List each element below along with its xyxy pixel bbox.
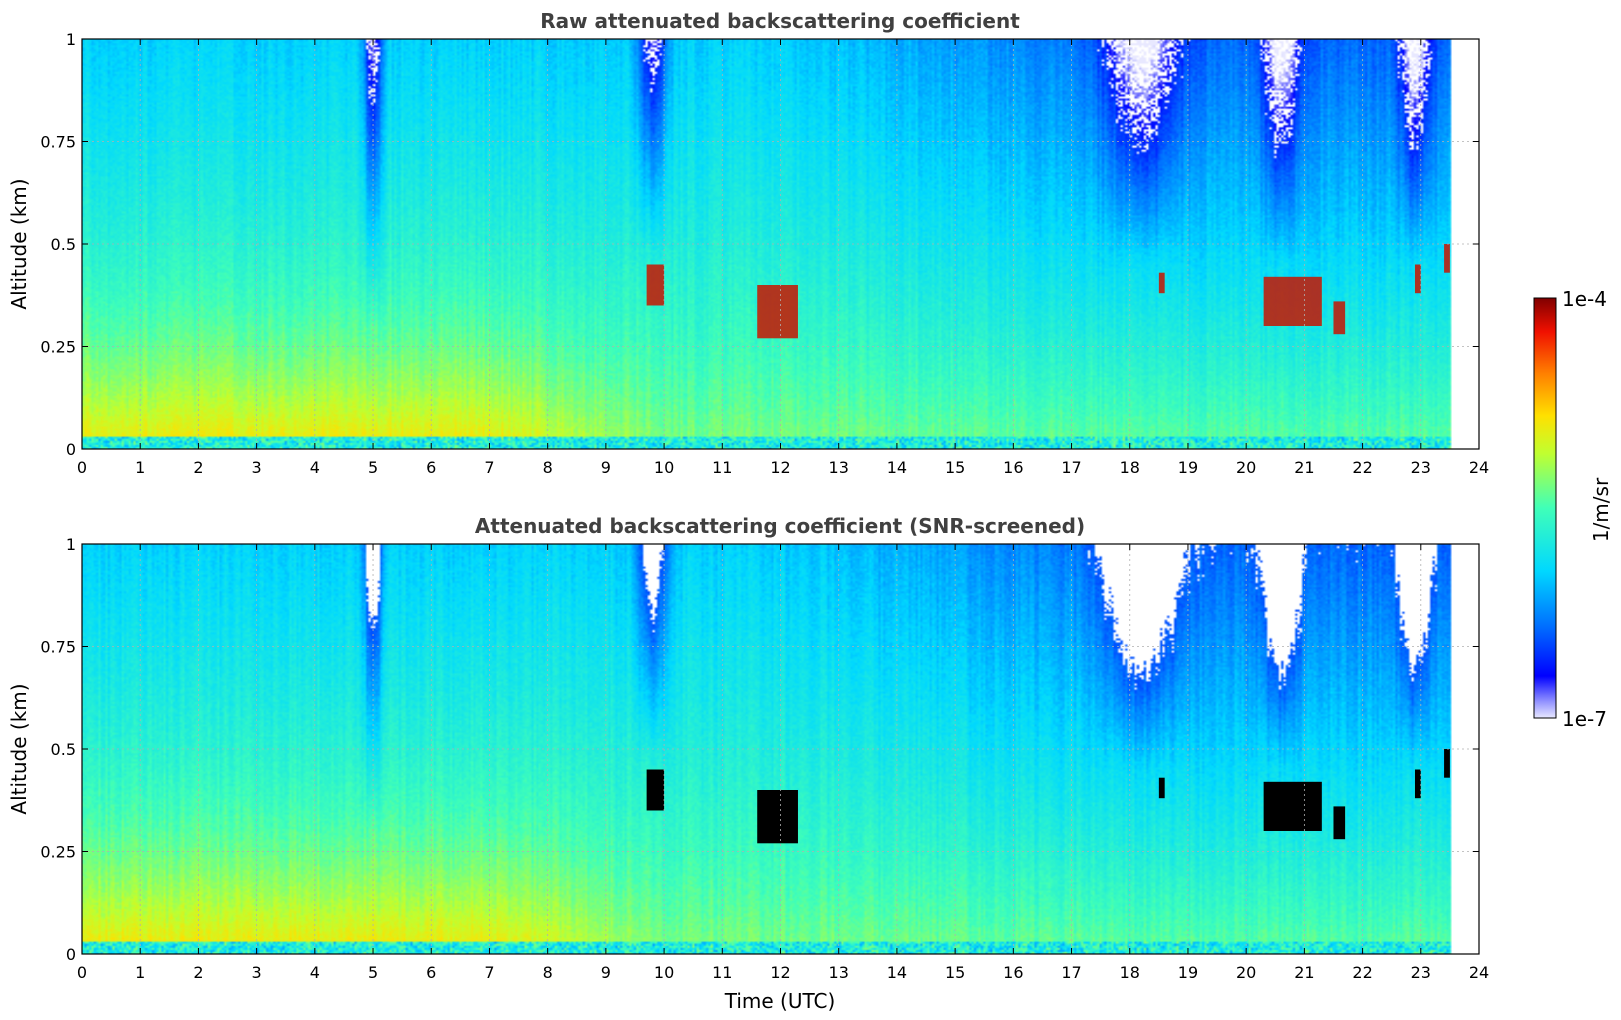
x-tick-label: 20 xyxy=(1236,963,1256,982)
panel-title-screened: Attenuated backscattering coefficient (S… xyxy=(475,514,1085,538)
x-tick-label: 11 xyxy=(712,458,732,477)
x-tick-label: 1 xyxy=(135,963,145,982)
cloud-feature xyxy=(1158,272,1165,294)
grid-raw xyxy=(82,39,1479,449)
x-tick-label: 23 xyxy=(1411,458,1431,477)
x-tick-label: 20 xyxy=(1236,458,1256,477)
y-tick-label: 0.25 xyxy=(40,843,76,862)
y-tick-label: 0 xyxy=(66,440,76,459)
cloud-feature xyxy=(1263,276,1322,326)
cloud-features-raw xyxy=(646,244,1450,339)
cloud-feature xyxy=(646,769,665,811)
x-tick-label: 0 xyxy=(77,458,87,477)
y-tick-label: 0.75 xyxy=(40,638,76,657)
cloud-feature xyxy=(1444,244,1450,273)
x-tick-label: 9 xyxy=(601,963,611,982)
cloud-feature xyxy=(1333,806,1346,840)
x-tick-label: 6 xyxy=(426,963,436,982)
y-axis-label-screened: Altitude (km) xyxy=(7,683,31,814)
x-tick-label: 19 xyxy=(1178,963,1198,982)
x-tick-label: 2 xyxy=(193,458,203,477)
x-tick-label: 8 xyxy=(543,458,553,477)
x-tick-label: 16 xyxy=(1003,458,1023,477)
x-tick-label: 7 xyxy=(484,963,494,982)
panel-title-raw: Raw attenuated backscattering coefficien… xyxy=(540,9,1020,33)
x-tick-label: 15 xyxy=(945,963,965,982)
x-tick-label: 23 xyxy=(1411,963,1431,982)
y-tick-label: 0 xyxy=(66,945,76,964)
cloud-feature xyxy=(757,790,798,844)
x-tick-label: 4 xyxy=(310,458,320,477)
x-tick-label: 19 xyxy=(1178,458,1198,477)
cloud-feature xyxy=(1263,781,1322,831)
x-tick-label: 10 xyxy=(654,458,674,477)
x-tick-label: 16 xyxy=(1003,963,1023,982)
x-tick-label: 11 xyxy=(712,963,732,982)
x-tick-label: 24 xyxy=(1469,458,1489,477)
cloud-features-screened xyxy=(646,749,1450,844)
x-tick-label: 12 xyxy=(770,458,790,477)
y-tick-label: 0.25 xyxy=(40,338,76,357)
x-tick-label: 9 xyxy=(601,458,611,477)
x-tick-label: 22 xyxy=(1352,458,1372,477)
x-tick-label: 5 xyxy=(368,458,378,477)
colorbar-min-label: 1e-7 xyxy=(1562,707,1607,731)
x-tick-label: 7 xyxy=(484,458,494,477)
x-tick-label: 18 xyxy=(1120,458,1140,477)
x-tick-label: 17 xyxy=(1061,458,1081,477)
colorbar-max-label: 1e-4 xyxy=(1562,287,1607,311)
x-tick-label: 21 xyxy=(1294,963,1314,982)
colorbar-unit-label: 1/m/sr xyxy=(1589,477,1613,542)
y-tick-label: 1 xyxy=(66,535,76,554)
cloud-feature xyxy=(1158,777,1165,799)
x-tick-label: 15 xyxy=(945,458,965,477)
colorbar-gradient xyxy=(1533,297,1557,719)
cloud-feature xyxy=(1444,749,1450,778)
cloud-feature xyxy=(646,264,665,306)
x-tick-label: 14 xyxy=(887,963,907,982)
x-tick-label: 21 xyxy=(1294,458,1314,477)
cloud-feature xyxy=(1333,301,1346,335)
panel-screened: Attenuated backscattering coefficient (S… xyxy=(7,514,1489,982)
panel-raw: Raw attenuated backscattering coefficien… xyxy=(7,9,1489,477)
x-tick-label: 18 xyxy=(1120,963,1140,982)
y-axis-raw: 0 0.25 0.5 0.75 1 xyxy=(40,30,1479,459)
x-axis-raw: 0 1 2 3 4 5 6 7 8 9 10 11 12 13 14 15 16 17 18 19 20 21 22 23 24 xyxy=(77,39,1489,477)
y-axis-screened: 0 0.25 0.5 0.75 1 xyxy=(40,535,1479,964)
x-tick-label: 1 xyxy=(135,458,145,477)
cloud-feature xyxy=(1414,264,1421,294)
x-tick-label: 13 xyxy=(829,458,849,477)
x-tick-label: 12 xyxy=(770,963,790,982)
cloud-feature xyxy=(1414,769,1421,799)
y-tick-label: 0.75 xyxy=(40,133,76,152)
grid-screened xyxy=(82,544,1479,954)
x-tick-label: 4 xyxy=(310,963,320,982)
y-tick-label: 1 xyxy=(66,30,76,49)
x-tick-label: 24 xyxy=(1469,963,1489,982)
y-axis-label-raw: Altitude (km) xyxy=(7,178,31,309)
x-tick-label: 5 xyxy=(368,963,378,982)
x-tick-label: 10 xyxy=(654,963,674,982)
cloud-feature xyxy=(757,285,798,339)
x-axis-label: Time (UTC) xyxy=(724,989,836,1013)
y-tick-label: 0.5 xyxy=(51,740,76,759)
colorbar: 1e-4 1e-7 1/m/sr xyxy=(1533,287,1613,731)
y-tick-label: 0.5 xyxy=(51,235,76,254)
x-tick-label: 22 xyxy=(1352,963,1372,982)
x-tick-label: 13 xyxy=(829,963,849,982)
x-tick-label: 6 xyxy=(426,458,436,477)
x-tick-label: 17 xyxy=(1061,963,1081,982)
x-tick-label: 3 xyxy=(252,963,262,982)
x-tick-label: 8 xyxy=(543,963,553,982)
x-tick-label: 3 xyxy=(252,458,262,477)
x-tick-label: 14 xyxy=(887,458,907,477)
x-tick-label: 0 xyxy=(77,963,87,982)
x-axis-screened: 0 1 2 3 4 5 6 7 8 9 10 11 12 13 14 15 16 17 18 19 20 21 22 23 24 xyxy=(77,544,1489,982)
x-tick-label: 2 xyxy=(193,963,203,982)
